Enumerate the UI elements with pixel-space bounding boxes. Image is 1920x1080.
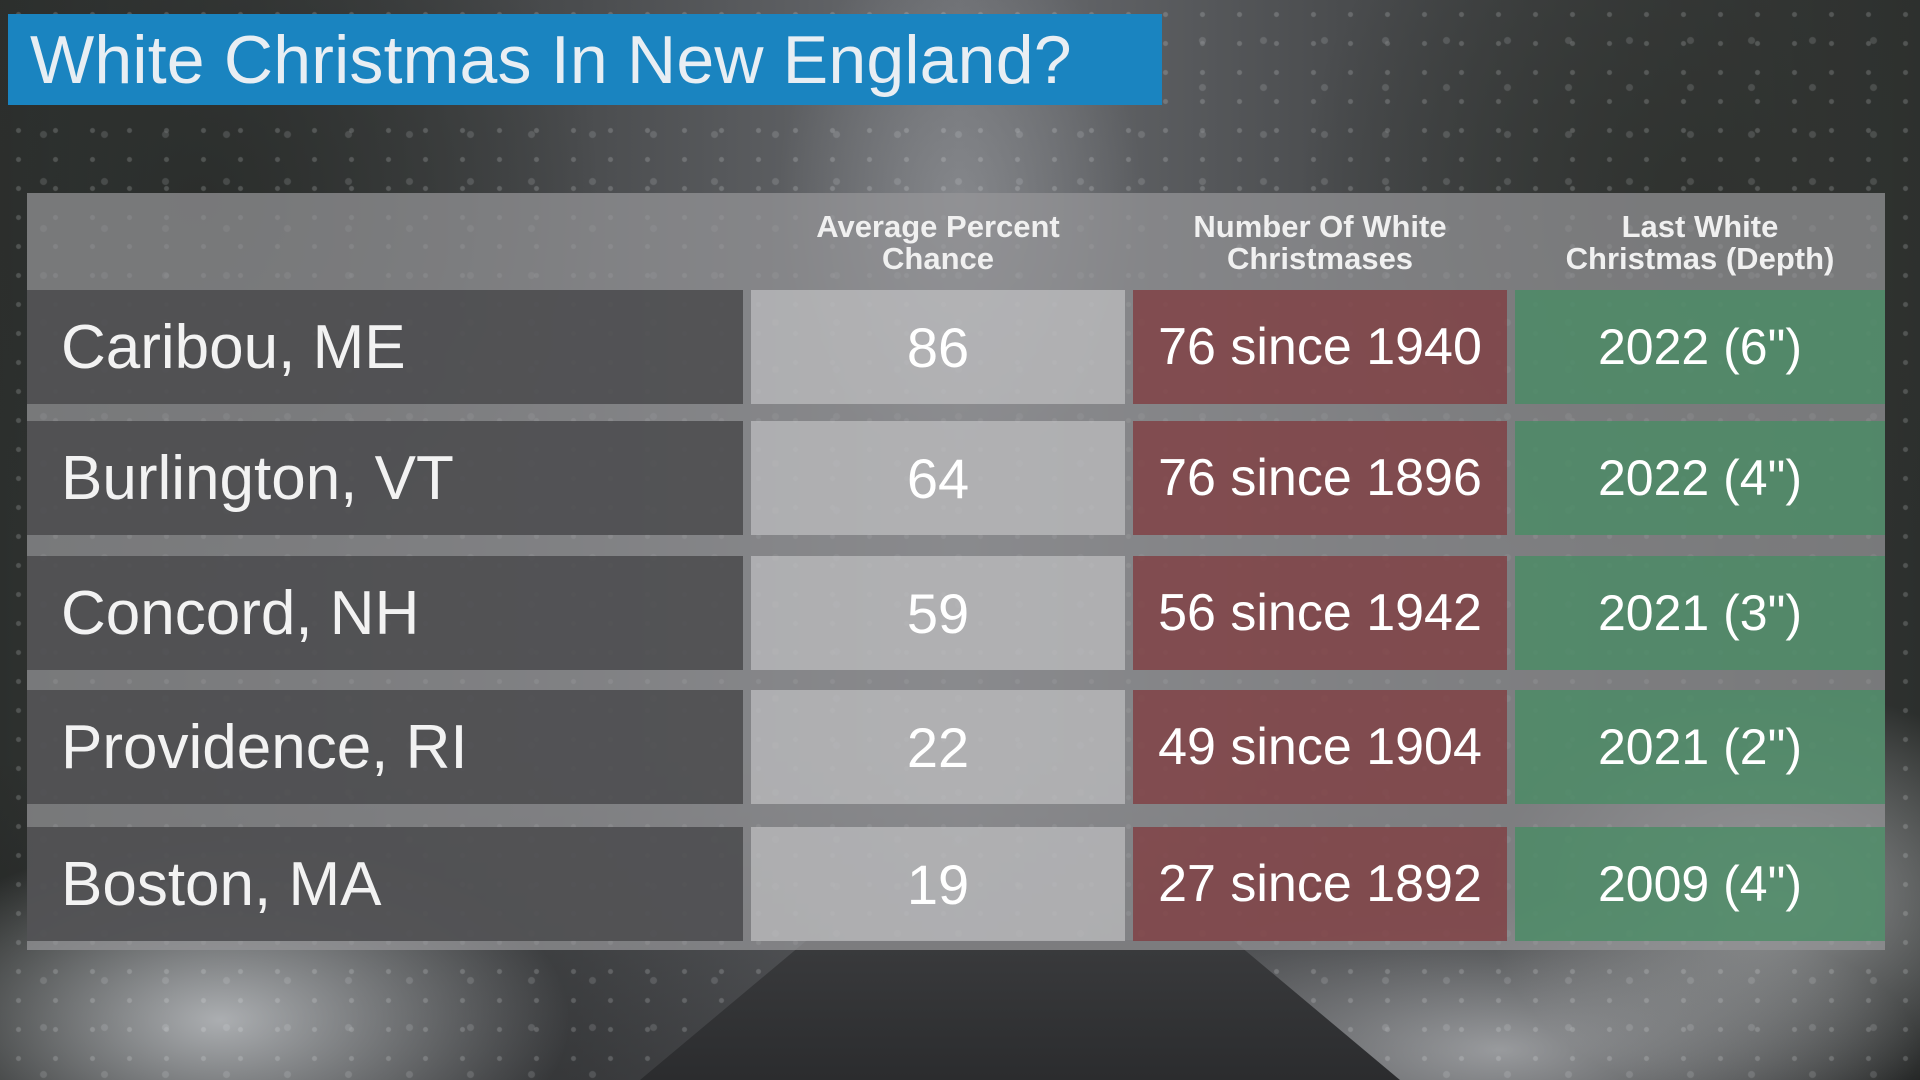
page-title: White Christmas In New England? — [30, 21, 1072, 98]
header-text-line: Last White — [1621, 209, 1779, 244]
last-cell: 2009 (4") — [1515, 827, 1885, 941]
city-cell: Caribou, ME — [27, 290, 743, 404]
title-banner: White Christmas In New England? — [8, 14, 1162, 105]
table-row: Concord, NH 59 56 since 1942 2021 (3") — [27, 556, 1885, 670]
table-row: Burlington, VT 64 76 since 1896 2022 (4"… — [27, 421, 1885, 535]
header-text-line: Number Of White — [1193, 209, 1447, 244]
percent-cell: 86 — [751, 290, 1125, 404]
percent-cell: 64 — [751, 421, 1125, 535]
last-cell: 2022 (4") — [1515, 421, 1885, 535]
count-cell: 76 since 1896 — [1133, 421, 1507, 535]
header-number-of-white-christmases: Number Of White Christmases — [1133, 211, 1507, 275]
white-christmas-table: Average Percent Chance Number Of White C… — [27, 193, 1885, 950]
city-cell: Boston, MA — [27, 827, 743, 941]
percent-cell: 59 — [751, 556, 1125, 670]
table-header-row: Average Percent Chance Number Of White C… — [27, 193, 1885, 290]
last-cell: 2021 (3") — [1515, 556, 1885, 670]
city-cell: Burlington, VT — [27, 421, 743, 535]
last-cell: 2021 (2") — [1515, 690, 1885, 804]
header-average-percent-chance: Average Percent Chance — [751, 211, 1125, 275]
percent-cell: 22 — [751, 690, 1125, 804]
header-text-line: Christmases — [1226, 241, 1414, 276]
city-cell: Concord, NH — [27, 556, 743, 670]
header-text-line: Chance — [882, 241, 994, 276]
header-text-line: Average Percent — [816, 209, 1060, 244]
percent-cell: 19 — [751, 827, 1125, 941]
count-cell: 27 since 1892 — [1133, 827, 1507, 941]
last-cell: 2022 (6") — [1515, 290, 1885, 404]
count-cell: 76 since 1940 — [1133, 290, 1507, 404]
header-last-white-christmas-depth: Last White Christmas (Depth) — [1515, 211, 1885, 275]
table-row: Boston, MA 19 27 since 1892 2009 (4") — [27, 827, 1885, 941]
table-row: Caribou, ME 86 76 since 1940 2022 (6") — [27, 290, 1885, 404]
count-cell: 49 since 1904 — [1133, 690, 1507, 804]
city-cell: Providence, RI — [27, 690, 743, 804]
header-text-line: Christmas (Depth) — [1565, 241, 1835, 276]
table-row: Providence, RI 22 49 since 1904 2021 (2"… — [27, 690, 1885, 804]
count-cell: 56 since 1942 — [1133, 556, 1507, 670]
